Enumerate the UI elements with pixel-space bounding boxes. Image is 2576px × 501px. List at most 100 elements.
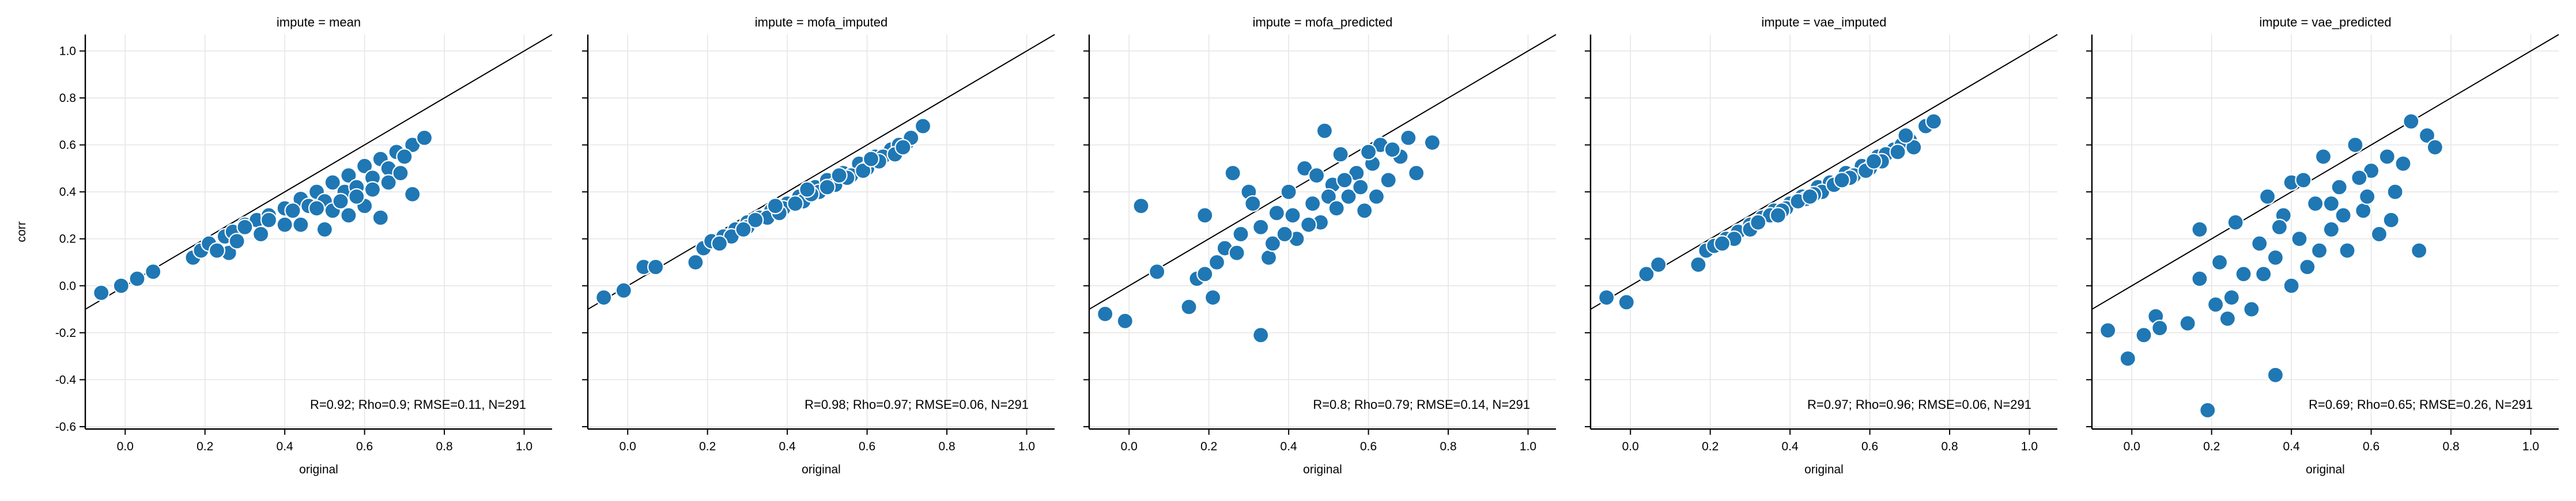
data-point (2191, 221, 2208, 238)
data-point (2418, 127, 2436, 144)
x-tick-label: 1.0 (1018, 440, 1035, 453)
data-point (1132, 198, 1150, 215)
data-point (1356, 202, 1373, 219)
data-point (2331, 179, 2348, 196)
x-tick-label: 0.4 (1281, 440, 1298, 453)
data-point (1204, 289, 1222, 306)
data-point (1260, 249, 1278, 266)
data-point (2191, 270, 2208, 287)
panel-title: impute = mean (277, 15, 361, 29)
data-point (2235, 265, 2252, 283)
data-point (2359, 188, 2376, 205)
data-point (2394, 155, 2412, 172)
x-tick-label: 0.0 (1121, 440, 1138, 453)
data-point (2267, 249, 2284, 266)
data-point (1328, 200, 1345, 217)
x-tick-label: 0.2 (1200, 440, 1217, 453)
x-tick-label: 0.0 (620, 440, 636, 453)
data-point (1252, 218, 1270, 236)
x-tick-label: 0.6 (1861, 440, 1878, 453)
data-point (1228, 244, 1245, 261)
x-tick-label: 0.4 (277, 440, 294, 453)
data-point (1316, 122, 1334, 139)
data-point (1180, 298, 1198, 316)
facet-panel-4: 0.0 0.2 0.4 0.6 0.8 1.0 impute = vae_imputedor… (1585, 15, 2058, 476)
data-point (1320, 188, 1337, 205)
x-axis-label: original (299, 463, 338, 476)
data-point (2426, 139, 2443, 156)
data-point (260, 211, 278, 229)
x-tick-label: 0.8 (1941, 440, 1958, 453)
data-point (787, 195, 804, 212)
data-point (1208, 253, 1226, 271)
data-point (392, 164, 409, 182)
data-point (332, 192, 349, 210)
x-tick-label: 0.0 (117, 440, 134, 453)
data-point (1224, 164, 1241, 182)
data-point (818, 179, 836, 196)
x-tick-label: 1.0 (1520, 440, 1536, 453)
x-tick-label: 0.6 (859, 440, 875, 453)
identity-reference-line (1590, 34, 2058, 310)
data-point (855, 162, 872, 180)
y-tick-label: 0.4 (59, 185, 77, 199)
x-axis-label: original (1303, 463, 1342, 476)
data-point (799, 181, 816, 198)
data-point (1713, 235, 1731, 252)
data-point (2347, 136, 2364, 154)
panel-title: impute = vae_imputed (1761, 15, 1886, 29)
data-point (2255, 265, 2272, 283)
stats-annotation: R=0.98; Rho=0.97; RMSE=0.06, N=291 (804, 397, 1029, 412)
x-axis-label: original (1804, 463, 1844, 476)
data-point (1905, 139, 1922, 156)
y-tick-label: 1.0 (59, 45, 76, 58)
data-point (1244, 195, 1261, 212)
data-point (236, 218, 254, 236)
y-tick-label: 0.8 (59, 92, 76, 105)
data-point (711, 235, 728, 252)
data-point (1336, 172, 1353, 189)
data-point (1400, 129, 1417, 147)
data-point (2271, 218, 2288, 236)
y-tick-label: -0.4 (55, 373, 77, 386)
data-point (1252, 327, 1270, 344)
x-tick-label: 1.0 (2522, 440, 2539, 453)
data-point (830, 167, 848, 184)
data-point (276, 216, 293, 233)
data-point (1925, 113, 1942, 130)
data-point (2378, 148, 2396, 165)
data-point (1384, 141, 1401, 158)
data-point (356, 157, 373, 174)
x-tick-label: 0.0 (1622, 440, 1639, 453)
x-tick-label: 1.0 (516, 440, 532, 453)
data-point (1750, 214, 1767, 231)
x-tick-label: 0.8 (938, 440, 955, 453)
data-point (1268, 204, 1285, 222)
data-point (1690, 256, 1707, 274)
data-point (2207, 296, 2224, 313)
x-tick-label: 0.2 (197, 440, 213, 453)
data-point (1264, 235, 1282, 252)
data-point (2291, 230, 2308, 248)
data-point (747, 211, 764, 229)
data-point (129, 270, 146, 287)
data-point (1097, 305, 1114, 322)
data-point (2335, 207, 2352, 224)
data-point (348, 188, 365, 205)
data-point (2403, 113, 2420, 130)
data-point (2299, 259, 2316, 276)
x-tick-label: 0.6 (2363, 440, 2379, 453)
data-point (1650, 256, 1667, 274)
data-point (2339, 242, 2356, 259)
identity-reference-line (85, 34, 553, 310)
data-point (2135, 327, 2152, 344)
data-point (615, 282, 632, 299)
data-point (2355, 202, 2372, 219)
data-point (2351, 169, 2368, 187)
identity-reference-line (2091, 34, 2559, 310)
x-tick-label: 0.4 (779, 440, 796, 453)
stats-annotation: R=0.97; Rho=0.96; RMSE=0.06, N=291 (1807, 397, 2031, 412)
x-tick-label: 0.4 (2283, 440, 2301, 453)
data-point (112, 277, 130, 294)
data-point (1897, 127, 1914, 144)
